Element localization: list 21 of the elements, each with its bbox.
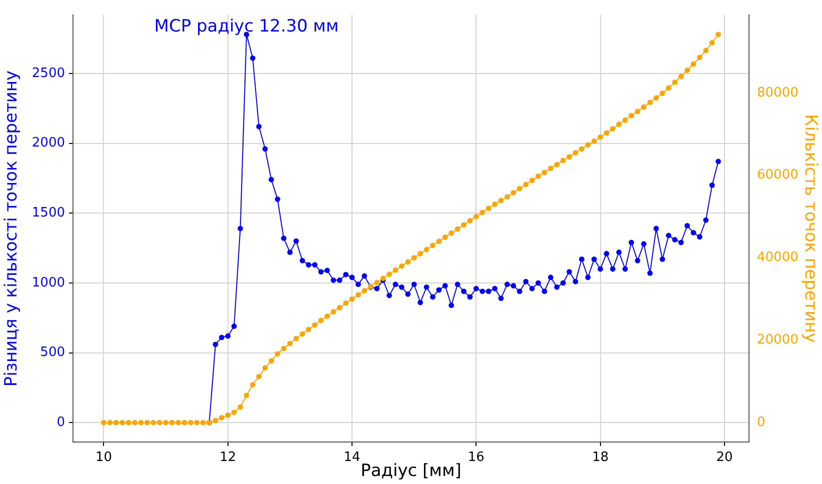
x-tick-label: 18	[592, 450, 609, 466]
y2-tick-label: 60000	[757, 168, 798, 183]
x-tick-label: 16	[468, 450, 484, 466]
y-tick-label: 1500	[32, 206, 65, 221]
x-tick-label: 12	[220, 450, 236, 466]
y-tick-label: 0	[56, 414, 65, 430]
y2-tick-label: 0	[757, 414, 766, 430]
y-tick-label: 2000	[32, 136, 65, 151]
x-tick-label: 10	[95, 450, 112, 466]
y2-tick-label: 20000	[757, 332, 798, 348]
y-tick-label: 2500	[32, 66, 65, 81]
x-axis-title: Радіус [мм]	[360, 461, 462, 482]
y2-tick-label: 40000	[757, 250, 798, 266]
x-tick-label: 20	[716, 450, 733, 466]
annotation: МСР радіус 12.30 мм	[154, 16, 339, 36]
x-tick-label: 14	[344, 450, 360, 466]
y2-tick-label: 80000	[757, 85, 798, 100]
y-tick-label: 500	[40, 345, 65, 360]
y-axis-title: Різниця у кількості точок перетину	[2, 70, 22, 387]
y-tick-label: 1000	[32, 275, 65, 290]
y2-axis-title: Кількість точок перетину	[800, 114, 820, 343]
